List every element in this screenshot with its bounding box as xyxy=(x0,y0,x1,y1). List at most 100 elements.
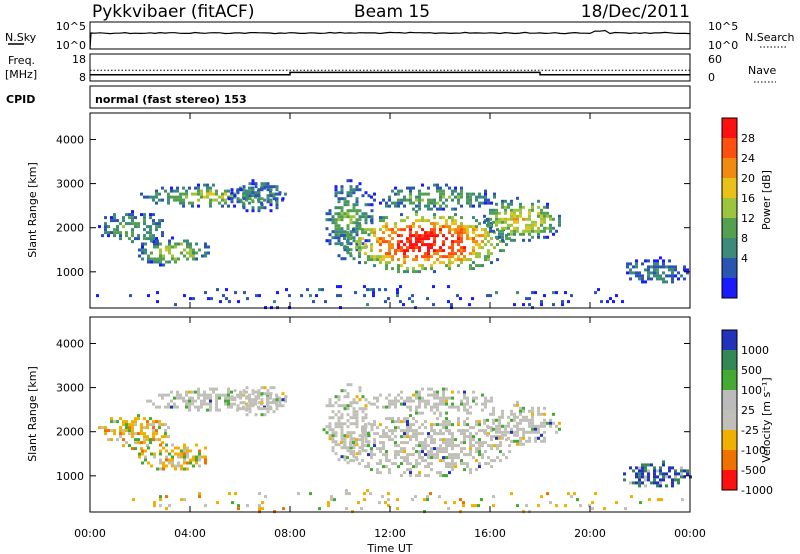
heatmap-cell xyxy=(355,246,358,250)
heatmap-cell xyxy=(472,267,475,271)
heatmap-cell xyxy=(143,216,146,220)
heatmap-cell xyxy=(445,399,448,403)
heatmap-cell xyxy=(492,495,495,499)
heatmap-cell xyxy=(478,462,481,466)
heatmap-cell xyxy=(394,222,397,226)
heatmap-cell xyxy=(409,426,412,430)
heatmap-cell xyxy=(472,240,475,244)
heatmap-cell xyxy=(263,386,267,390)
heatmap-cell xyxy=(355,224,359,228)
heatmap-cell xyxy=(195,242,198,246)
heatmap-cell xyxy=(116,225,119,229)
heatmap-cell xyxy=(677,472,680,476)
heatmap-cell xyxy=(328,239,332,243)
heatmap-cell xyxy=(364,416,368,420)
heatmap-cell xyxy=(149,213,152,217)
heatmap-cell xyxy=(552,232,555,236)
heatmap-cell xyxy=(349,230,353,234)
heatmap-cell xyxy=(481,429,484,433)
heatmap-cell xyxy=(531,415,534,419)
heatmap-cell xyxy=(436,408,439,412)
heatmap-cell xyxy=(367,434,371,438)
heatmap-cell xyxy=(340,446,344,450)
heatmap-cell xyxy=(396,498,399,502)
heatmap-cell xyxy=(143,234,146,238)
heatmap-cell xyxy=(638,466,641,470)
heatmap-cell xyxy=(300,294,303,298)
heatmap-cell xyxy=(122,216,125,220)
colorbar-tick-label: 24 xyxy=(741,152,755,165)
heatmap-cell xyxy=(475,459,478,463)
heatmap-cell xyxy=(439,432,442,436)
heatmap-cell xyxy=(366,303,369,307)
heatmap-cell xyxy=(528,421,531,425)
colorbar-swatch xyxy=(722,118,737,139)
heatmap-cell xyxy=(421,219,424,223)
heatmap-cell xyxy=(144,458,147,462)
heatmap-cell xyxy=(162,464,165,468)
heatmap-cell xyxy=(478,255,481,259)
heatmap-cell xyxy=(322,428,326,432)
heatmap-cell xyxy=(501,238,504,242)
heatmap-cell xyxy=(203,399,206,403)
heatmap-cell xyxy=(540,424,543,428)
heatmap-cell xyxy=(391,189,394,193)
heatmap-cell xyxy=(513,229,516,233)
heatmap-cell xyxy=(457,243,460,247)
heatmap-cell xyxy=(340,243,343,247)
heatmap-cell xyxy=(385,456,388,460)
heatmap-cell xyxy=(495,427,498,431)
heatmap-cell xyxy=(394,252,397,256)
heatmap-cell xyxy=(466,195,469,199)
heatmap-cell xyxy=(394,204,397,208)
heatmap-cell xyxy=(409,435,412,439)
heatmap-cell xyxy=(340,437,344,441)
heatmap-cell xyxy=(239,198,242,202)
heatmap-cell xyxy=(352,422,356,426)
heatmap-cell xyxy=(369,288,372,292)
heatmap-cell xyxy=(385,216,388,220)
heatmap-cell xyxy=(331,218,335,222)
heatmap-cell xyxy=(412,249,415,253)
heatmap-cell xyxy=(227,195,230,199)
heatmap-cell xyxy=(436,234,439,238)
heatmap-cell xyxy=(209,399,212,403)
heatmap-cell xyxy=(239,188,243,192)
heatmap-cell xyxy=(180,452,183,456)
heatmap-cell xyxy=(382,405,385,409)
heatmap-cell xyxy=(236,393,239,397)
heatmap-cell xyxy=(340,191,344,195)
heatmap-cell xyxy=(153,452,156,456)
heatmap-cell xyxy=(281,197,285,201)
heatmap-cell xyxy=(137,414,140,418)
heatmap-cell xyxy=(674,478,677,482)
heatmap-cell xyxy=(183,461,186,465)
heatmap-cell xyxy=(134,438,137,442)
heatmap-cell xyxy=(370,243,373,247)
heatmap-cell xyxy=(632,271,635,275)
heatmap-cell xyxy=(481,228,484,232)
heatmap-cell xyxy=(671,466,674,470)
heatmap-cell xyxy=(224,402,227,406)
heatmap-cell xyxy=(355,185,359,189)
heatmap-cell xyxy=(635,475,638,479)
heatmap-cell xyxy=(426,495,429,499)
heatmap-cell xyxy=(510,492,513,496)
heatmap-cell xyxy=(185,390,188,394)
heatmap-cell xyxy=(493,246,496,250)
heatmap-cell xyxy=(537,406,540,410)
heatmap-cell xyxy=(152,435,155,439)
heatmap-cell xyxy=(397,234,400,238)
heatmap-cell xyxy=(364,215,368,219)
heatmap-cell xyxy=(379,471,382,475)
heatmap-cell xyxy=(388,234,391,238)
heatmap-cell xyxy=(463,435,466,439)
heatmap-cell xyxy=(131,429,134,433)
heatmap-cell xyxy=(492,229,495,233)
heatmap-cell xyxy=(189,245,192,249)
heatmap-cell xyxy=(382,225,385,229)
heatmap-cell xyxy=(513,211,516,215)
heatmap-cell xyxy=(340,188,344,192)
heatmap-cell xyxy=(209,405,212,409)
heatmap-cell xyxy=(498,427,501,431)
